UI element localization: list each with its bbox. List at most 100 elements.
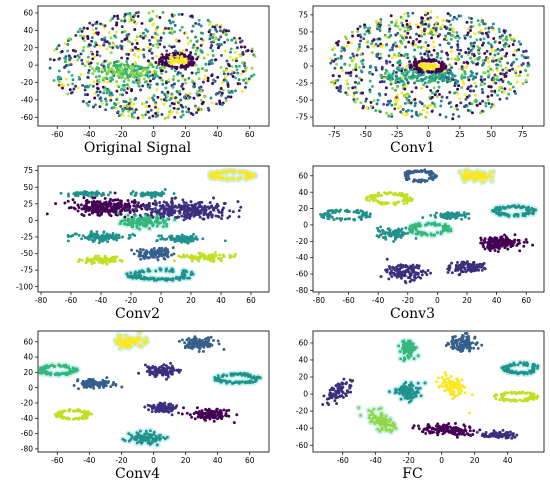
data-point-c0	[365, 106, 369, 110]
data-point-c3	[108, 208, 112, 212]
data-point-c1	[395, 74, 398, 78]
data-point-c0	[89, 61, 93, 65]
data-point-c1	[84, 192, 88, 196]
data-point-c0	[174, 38, 178, 42]
data-point-c0	[450, 50, 453, 53]
data-point-c0	[236, 82, 240, 86]
data-point-c0	[465, 60, 469, 64]
data-point-c0	[406, 11, 410, 15]
data-point-c0	[169, 21, 173, 25]
data-point-c8	[156, 248, 160, 252]
data-point-c1	[95, 194, 99, 198]
data-point-c0	[486, 56, 490, 60]
data-point-c4	[174, 196, 178, 200]
data-point-c10	[218, 253, 222, 257]
data-point-c0	[172, 106, 176, 110]
data-point-c0	[465, 33, 469, 37]
data-point-c0	[420, 20, 424, 24]
data-point-c0	[224, 99, 228, 103]
x-tick-label: 0	[159, 296, 164, 305]
data-point-c4	[203, 204, 207, 208]
data-point-c0	[406, 173, 410, 177]
data-point-c0	[369, 100, 373, 104]
data-point-c0	[206, 76, 210, 80]
data-point-c1	[419, 73, 423, 77]
data-point-c1	[420, 79, 424, 83]
data-point-c0	[171, 95, 175, 99]
data-point-c3	[138, 205, 142, 209]
data-point-c3	[104, 200, 108, 204]
data-point-c0	[151, 71, 155, 75]
data-point-c0	[122, 88, 126, 92]
points-layer	[329, 10, 531, 121]
data-point-c3	[437, 65, 441, 68]
data-point-c0	[475, 38, 479, 42]
data-point-c0	[198, 93, 201, 97]
data-point-c0	[212, 39, 216, 43]
data-point-c0	[180, 76, 184, 80]
data-point-c1	[129, 71, 133, 75]
data-point-c0	[484, 104, 488, 108]
data-point-c0	[85, 101, 89, 105]
data-point-c0	[108, 91, 112, 95]
data-point-c0	[111, 17, 115, 20]
data-point-c0	[405, 178, 409, 182]
data-point-c0	[120, 47, 124, 50]
data-point-c11	[129, 271, 133, 275]
data-point-c0	[330, 80, 333, 84]
data-point-c0	[141, 113, 144, 117]
data-point-c1	[401, 83, 405, 87]
data-point-c0	[63, 65, 67, 69]
data-point-c0	[454, 62, 458, 65]
data-point-c0	[425, 47, 429, 51]
data-point-c0	[388, 27, 392, 31]
data-point-c3	[133, 198, 137, 202]
data-point-c0	[195, 57, 199, 61]
data-point-c0	[329, 61, 333, 65]
data-point-c0	[95, 82, 99, 86]
data-point-c0	[375, 55, 379, 59]
data-point-c2	[431, 59, 435, 63]
data-point-c0	[394, 21, 398, 25]
data-point-c1	[143, 68, 147, 72]
data-point-c3	[133, 201, 137, 205]
data-point-c0	[424, 13, 427, 17]
data-point-c0	[397, 54, 401, 58]
data-point-c0	[154, 55, 158, 58]
data-point-c0	[208, 37, 212, 41]
data-point-c0	[253, 54, 257, 58]
data-point-c0	[363, 32, 367, 36]
data-point-c0	[225, 169, 229, 173]
data-point-c2	[402, 202, 406, 206]
data-point-c0	[92, 32, 96, 36]
data-point-c0	[194, 21, 198, 25]
data-point-c4	[151, 215, 155, 219]
data-point-c0	[248, 175, 252, 178]
data-point-c0	[246, 79, 250, 83]
data-point-c5	[159, 221, 162, 225]
data-point-c0	[431, 33, 435, 37]
data-point-c4	[220, 211, 224, 215]
data-point-c0	[165, 95, 169, 98]
data-point-c0	[86, 71, 90, 75]
data-point-c0	[485, 49, 489, 53]
data-point-c1	[449, 71, 453, 75]
data-point-c0	[486, 95, 490, 99]
data-point-c0	[399, 105, 402, 109]
data-point-c0	[92, 105, 95, 109]
data-point-c0	[494, 49, 498, 53]
y-tick-label: 0	[28, 216, 33, 225]
data-point-c0	[66, 49, 70, 53]
data-point-c2	[420, 71, 424, 74]
data-point-c0	[105, 102, 109, 106]
data-point-c0	[499, 36, 502, 40]
data-point-c0	[409, 101, 413, 105]
data-point-c0	[196, 90, 200, 94]
data-point-c11	[128, 275, 132, 279]
data-point-c1	[117, 68, 121, 72]
data-point-c0	[192, 43, 196, 47]
data-point-c0	[429, 172, 433, 176]
data-point-c0	[407, 100, 410, 104]
data-point-c7	[171, 236, 175, 240]
data-point-c0	[204, 62, 208, 66]
